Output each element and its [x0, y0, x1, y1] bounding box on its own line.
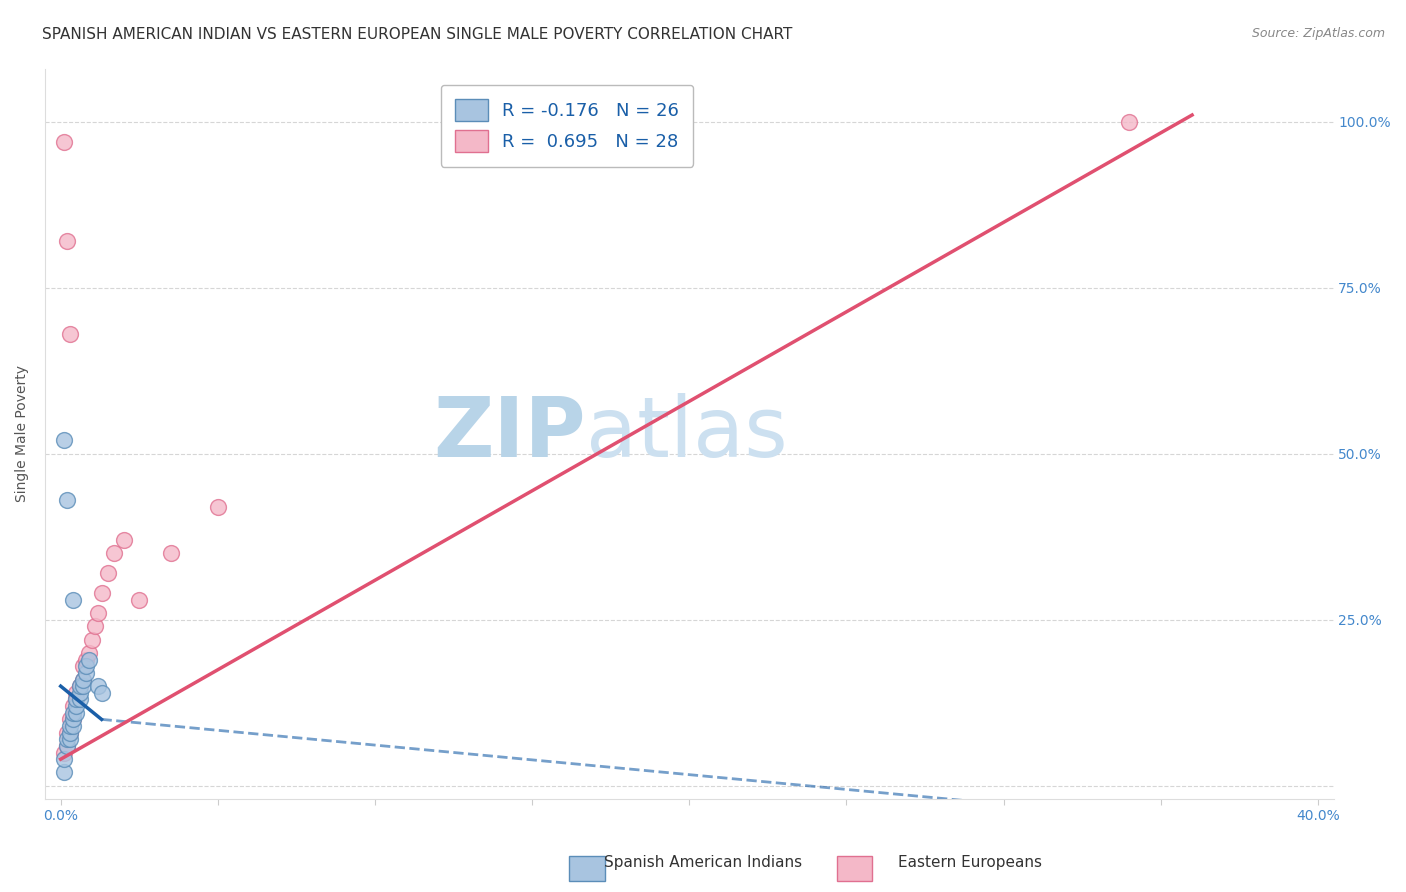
- Point: [75, 665, 97, 680]
- Point: [69, 692, 91, 706]
- Point: [62, 712, 84, 726]
- Point: [72, 673, 94, 687]
- Point: [128, 592, 150, 607]
- Point: [90, 586, 112, 600]
- Point: [56, 725, 79, 739]
- Point: [90, 686, 112, 700]
- Text: atlas: atlas: [586, 393, 787, 475]
- Point: [59, 732, 82, 747]
- Point: [52, 746, 75, 760]
- Point: [59, 327, 82, 342]
- Point: [52, 135, 75, 149]
- Point: [82, 632, 104, 647]
- Point: [69, 679, 91, 693]
- Point: [87, 606, 110, 620]
- Point: [103, 546, 125, 560]
- Text: Source: ZipAtlas.com: Source: ZipAtlas.com: [1251, 27, 1385, 40]
- Point: [52, 765, 75, 780]
- Point: [87, 679, 110, 693]
- Point: [72, 679, 94, 693]
- Point: [56, 493, 79, 508]
- Point: [75, 652, 97, 666]
- Point: [59, 725, 82, 739]
- Text: SPANISH AMERICAN INDIAN VS EASTERN EUROPEAN SINGLE MALE POVERTY CORRELATION CHAR: SPANISH AMERICAN INDIAN VS EASTERN EUROP…: [42, 27, 793, 42]
- Point: [59, 725, 82, 739]
- Point: [65, 686, 87, 700]
- Point: [56, 739, 79, 753]
- Point: [207, 500, 229, 514]
- Text: ZIP: ZIP: [433, 393, 586, 475]
- Point: [1118, 114, 1140, 128]
- Legend: R = -0.176   N = 26, R =  0.695   N = 28: R = -0.176 N = 26, R = 0.695 N = 28: [440, 85, 693, 167]
- Text: Eastern Europeans: Eastern Europeans: [898, 855, 1042, 870]
- Point: [77, 652, 100, 666]
- Point: [62, 706, 84, 720]
- Point: [62, 719, 84, 733]
- Text: Spanish American Indians: Spanish American Indians: [605, 855, 801, 870]
- Point: [72, 659, 94, 673]
- Point: [65, 692, 87, 706]
- Point: [59, 712, 82, 726]
- Point: [65, 699, 87, 714]
- Point: [65, 706, 87, 720]
- Point: [62, 592, 84, 607]
- Point: [56, 739, 79, 753]
- Point: [62, 699, 84, 714]
- Point: [75, 659, 97, 673]
- Point: [112, 533, 135, 547]
- Point: [65, 692, 87, 706]
- Point: [159, 546, 181, 560]
- Point: [56, 732, 79, 747]
- Point: [59, 719, 82, 733]
- Point: [97, 566, 120, 581]
- Y-axis label: Single Male Poverty: Single Male Poverty: [15, 366, 30, 502]
- Point: [52, 434, 75, 448]
- Point: [52, 752, 75, 766]
- Point: [62, 712, 84, 726]
- Point: [56, 234, 79, 248]
- Point: [77, 646, 100, 660]
- Point: [69, 686, 91, 700]
- Point: [84, 619, 107, 633]
- Point: [72, 673, 94, 687]
- Point: [69, 679, 91, 693]
